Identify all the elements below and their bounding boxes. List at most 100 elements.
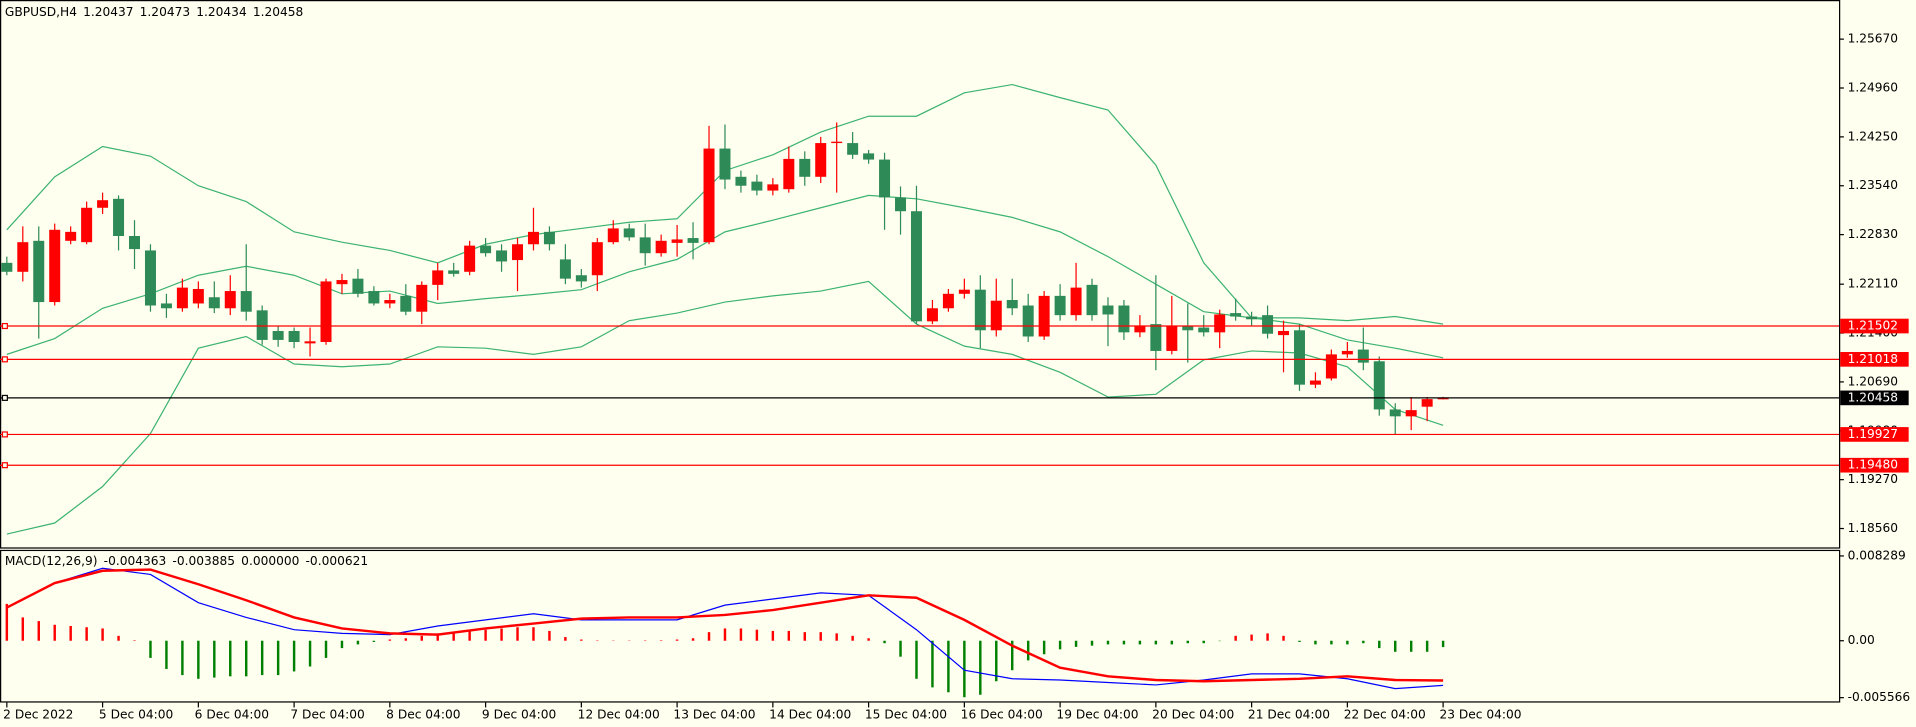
y-tick-label: 1.22830 xyxy=(1848,227,1898,241)
candle-body xyxy=(448,270,460,274)
candle-body xyxy=(1405,410,1417,417)
price-label: 1.19927 xyxy=(1848,427,1898,441)
candle-body xyxy=(304,341,316,344)
candle-body xyxy=(432,270,444,285)
candle-body xyxy=(895,197,907,212)
candle-body xyxy=(1293,330,1305,385)
candle-body xyxy=(847,143,859,155)
candle-body xyxy=(831,141,843,144)
price-label: 1.21018 xyxy=(1848,352,1898,366)
x-tick-label: 5 Dec 04:00 xyxy=(99,707,173,721)
macd-panel-frame xyxy=(0,549,1841,703)
x-tick-label: 22 Dec 04:00 xyxy=(1344,707,1426,721)
candle-body xyxy=(1022,305,1034,337)
candle-body xyxy=(879,159,891,198)
candle-body xyxy=(65,231,77,241)
candle-body xyxy=(751,181,763,191)
candle-body xyxy=(464,245,476,272)
x-tick-label: 6 Dec 04:00 xyxy=(195,707,269,721)
price-level-marker xyxy=(1,431,8,438)
candle-body xyxy=(368,291,380,304)
candle-body xyxy=(1118,305,1130,333)
candle-body xyxy=(336,280,348,285)
candle-body xyxy=(703,148,715,243)
price-label: 1.21502 xyxy=(1848,319,1898,333)
indicator-name: MACD(12,26,9) xyxy=(5,553,98,567)
price-level-marker xyxy=(1,462,8,469)
candle-body xyxy=(81,207,93,243)
candle-body xyxy=(767,184,779,191)
candle-body xyxy=(33,240,45,303)
candle-body xyxy=(400,295,412,312)
y-tick-label: 1.18560 xyxy=(1848,521,1898,535)
candle-body xyxy=(384,300,396,304)
candle-body xyxy=(1373,361,1385,410)
candle-body xyxy=(527,231,539,245)
candle-body xyxy=(1325,354,1337,379)
candle-body xyxy=(1357,349,1369,363)
candle-body xyxy=(1341,350,1353,355)
candle-body xyxy=(575,275,587,282)
x-tick-label: 13 Dec 04:00 xyxy=(673,707,755,721)
x-tick-label: 9 Dec 04:00 xyxy=(482,707,556,721)
candle-body xyxy=(799,158,811,177)
x-tick-label: 8 Dec 04:00 xyxy=(386,707,460,721)
candle-body xyxy=(1070,287,1082,316)
price-level-marker xyxy=(1,356,8,363)
candle-body xyxy=(1054,295,1066,316)
x-tick-label: 15 Dec 04:00 xyxy=(865,707,947,721)
candle-body xyxy=(543,231,555,245)
candle-body xyxy=(1262,315,1274,334)
candle-body xyxy=(958,289,970,294)
y-tick-label: 1.23540 xyxy=(1848,178,1898,192)
candle-body xyxy=(1389,409,1401,417)
candle-body xyxy=(113,198,125,236)
candle-body xyxy=(942,293,954,309)
price-level-marker xyxy=(1,394,8,401)
y-tick-label: 1.25670 xyxy=(1848,32,1898,46)
candle-body xyxy=(192,288,204,304)
y-tick-label: 1.24960 xyxy=(1848,81,1898,95)
candle-body xyxy=(559,259,571,279)
candle-body xyxy=(1246,316,1258,320)
candle-body xyxy=(863,153,875,160)
candle-body xyxy=(160,303,172,309)
price-label: 1.20458 xyxy=(1848,390,1898,404)
candle-body xyxy=(416,284,428,312)
candle-body xyxy=(1182,326,1194,331)
candle-body xyxy=(256,310,268,340)
symbol: GBPUSD,H4 xyxy=(5,5,77,19)
header-value: 0.000000 xyxy=(241,553,299,567)
candle-body xyxy=(1278,330,1290,336)
candle-body xyxy=(1421,399,1433,407)
indicator-line xyxy=(6,568,1444,683)
x-tick-label: 19 Dec 04:00 xyxy=(1056,707,1138,721)
candle-body xyxy=(815,143,827,177)
candle-body xyxy=(687,238,699,243)
y-tick-label: 0.00 xyxy=(1848,633,1875,647)
price-label-box xyxy=(1840,318,1909,334)
candle-body xyxy=(49,229,61,303)
candle-body xyxy=(1437,397,1449,400)
y-tick-label: 1.20690 xyxy=(1848,374,1898,388)
axes: 1.25670 1.24960 1.24250 1.23540 1.22830 1.221… xyxy=(3,32,1910,722)
y-tick-label: 1.24250 xyxy=(1848,129,1898,143)
x-tick-label: 7 Dec 04:00 xyxy=(290,707,364,721)
header-value: 1.20434 xyxy=(196,5,247,19)
y-tick-label: 0.008289 xyxy=(1848,548,1906,562)
candle-body xyxy=(1230,313,1242,317)
main-panel-frame xyxy=(0,0,1841,549)
price-label: 1.19480 xyxy=(1848,458,1898,472)
candle-body xyxy=(512,244,524,261)
x-tick-label: 23 Dec 04:00 xyxy=(1439,707,1521,721)
candle-body xyxy=(910,211,922,322)
x-tick-label: 12 Dec 04:00 xyxy=(578,707,660,721)
main-panel: GBPUSD,H4 1.20437 1.20473 1.20434 1.20458 xyxy=(0,5,1840,535)
candle-body xyxy=(176,287,188,309)
header-value: -0.000621 xyxy=(306,553,369,567)
price-level-marker xyxy=(1,322,8,330)
candle-body xyxy=(783,158,795,190)
candle-body xyxy=(591,242,603,276)
candle-body xyxy=(1150,324,1162,351)
